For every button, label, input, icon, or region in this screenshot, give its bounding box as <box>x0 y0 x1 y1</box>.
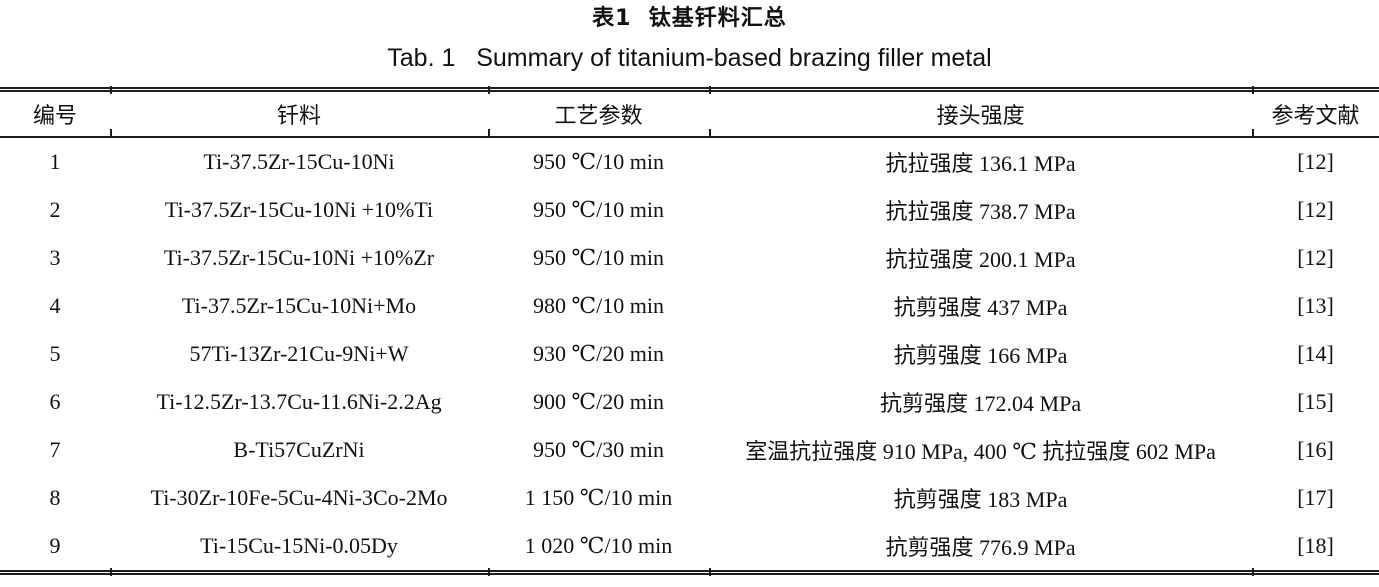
cell-process-parameters: 900 ℃/20 min <box>533 389 664 414</box>
table-row: 7 B-Ti57CuZrNi 950 ℃/30 min 室温抗拉强度 910 M… <box>0 426 1379 474</box>
cell-filler-metal: Ti-15Cu-15Ni-0.05Dy <box>200 533 398 558</box>
table-row: 9 Ti-15Cu-15Ni-0.05Dy 1 020 ℃/10 min 抗剪强… <box>0 522 1379 573</box>
cell-reference: [12] <box>1297 245 1334 270</box>
table-row: 8 Ti-30Zr-10Fe-5Cu-4Ni-3Co-2Mo 1 150 ℃/1… <box>0 474 1379 522</box>
cell-process-parameters: 950 ℃/30 min <box>533 437 664 462</box>
cell-process-parameters: 980 ℃/10 min <box>533 293 664 318</box>
cell-filler-metal: B-Ti57CuZrNi <box>233 437 365 462</box>
column-tick <box>708 86 711 94</box>
cell-joint-strength: 抗拉强度 200.1 MPa <box>885 247 1076 272</box>
cell-filler-metal: Ti-37.5Zr-15Cu-10Ni +10%Ti <box>164 197 434 222</box>
cell-process-parameters: 930 ℃/20 min <box>533 341 664 366</box>
cell-reference: [14] <box>1297 341 1334 366</box>
cell-reference: [12] <box>1297 149 1334 174</box>
table-caption-zh: 表1 钛基钎料汇总 <box>592 6 787 31</box>
table-header-row: 编号 钎料 工艺参数 接头强度 参考文献 <box>0 89 1379 138</box>
cell-number: 6 <box>49 389 61 414</box>
cell-joint-strength: 抗剪强度 776.9 MPa <box>885 535 1076 560</box>
column-tick <box>110 86 113 94</box>
cell-process-parameters: 950 ℃/10 min <box>533 197 664 222</box>
column-tick <box>708 129 711 137</box>
cell-process-parameters: 950 ℃/10 min <box>533 149 664 174</box>
cell-joint-strength: 抗剪强度 172.04 MPa <box>880 391 1082 416</box>
cell-number: 5 <box>49 341 61 366</box>
column-tick <box>708 568 711 576</box>
cell-filler-metal: Ti-30Zr-10Fe-5Cu-4Ni-3Co-2Mo <box>150 485 448 510</box>
cell-joint-strength: 抗拉强度 738.7 MPa <box>885 199 1076 224</box>
cell-number: 7 <box>49 437 61 462</box>
cell-filler-metal: Ti-12.5Zr-13.7Cu-11.6Ni-2.2Ag <box>156 389 442 414</box>
table-row: 1 Ti-37.5Zr-15Cu-10Ni 950 ℃/10 min 抗拉强度 … <box>0 137 1379 186</box>
cell-reference: [17] <box>1297 485 1334 510</box>
column-header-filler-metal: 钎料 <box>110 89 488 138</box>
cell-reference: [18] <box>1297 533 1334 558</box>
cell-reference: [16] <box>1297 437 1334 462</box>
summary-table: 编号 钎料 工艺参数 接头强度 参考文献 1 Ti-37.5Zr-15Cu-10… <box>0 86 1379 576</box>
cell-filler-metal: 57Ti-13Zr-21Cu-9Ni+W <box>189 341 409 366</box>
cell-number: 4 <box>49 293 61 318</box>
cell-number: 9 <box>49 533 61 558</box>
cell-filler-metal: Ti-37.5Zr-15Cu-10Ni <box>203 149 395 174</box>
cell-reference: [15] <box>1297 389 1334 414</box>
column-tick <box>110 129 113 137</box>
cell-process-parameters: 1 020 ℃/10 min <box>524 533 673 558</box>
column-header-process-parameters: 工艺参数 <box>488 89 710 138</box>
column-tick <box>110 568 113 576</box>
column-tick <box>488 129 491 137</box>
cell-joint-strength: 抗剪强度 166 MPa <box>893 343 1068 368</box>
cell-joint-strength: 抗拉强度 136.1 MPa <box>885 151 1076 176</box>
cell-reference: [13] <box>1297 293 1334 318</box>
cell-process-parameters: 950 ℃/10 min <box>533 245 664 270</box>
cell-process-parameters: 1 150 ℃/10 min <box>524 485 673 510</box>
cell-joint-strength: 抗剪强度 437 MPa <box>893 295 1068 320</box>
table-row: 5 57Ti-13Zr-21Cu-9Ni+W 930 ℃/20 min 抗剪强度… <box>0 330 1379 378</box>
table-row: 2 Ti-37.5Zr-15Cu-10Ni +10%Ti 950 ℃/10 mi… <box>0 186 1379 234</box>
column-header-reference: 参考文献 <box>1252 89 1379 138</box>
cell-reference: [12] <box>1297 197 1334 222</box>
column-tick <box>1251 86 1254 94</box>
table-caption-en: Tab. 1 Summary of titanium-based brazing… <box>387 44 992 72</box>
cell-number: 8 <box>49 485 61 510</box>
cell-number: 3 <box>49 245 61 270</box>
column-tick <box>488 86 491 94</box>
column-tick <box>488 568 491 576</box>
cell-joint-strength: 抗剪强度 183 MPa <box>893 487 1068 512</box>
cell-number: 2 <box>49 197 61 222</box>
cell-number: 1 <box>49 149 61 174</box>
cell-filler-metal: Ti-37.5Zr-15Cu-10Ni +10%Zr <box>163 245 435 270</box>
column-header-joint-strength: 接头强度 <box>709 89 1253 138</box>
table-row: 3 Ti-37.5Zr-15Cu-10Ni +10%Zr 950 ℃/10 mi… <box>0 234 1379 282</box>
cell-joint-strength: 室温抗拉强度 910 MPa, 400 ℃ 抗拉强度 602 MPa <box>745 439 1216 464</box>
brazing-filler-table: 编号 钎料 工艺参数 接头强度 参考文献 1 Ti-37.5Zr-15Cu-10… <box>0 87 1379 575</box>
column-tick <box>1251 568 1254 576</box>
cell-filler-metal: Ti-37.5Zr-15Cu-10Ni+Mo <box>181 293 417 318</box>
table-body: 1 Ti-37.5Zr-15Cu-10Ni 950 ℃/10 min 抗拉强度 … <box>0 137 1379 573</box>
table-row: 6 Ti-12.5Zr-13.7Cu-11.6Ni-2.2Ag 900 ℃/20… <box>0 378 1379 426</box>
column-tick <box>1251 129 1254 137</box>
table-row: 4 Ti-37.5Zr-15Cu-10Ni+Mo 980 ℃/10 min 抗剪… <box>0 282 1379 330</box>
column-header-number: 编号 <box>0 89 111 138</box>
